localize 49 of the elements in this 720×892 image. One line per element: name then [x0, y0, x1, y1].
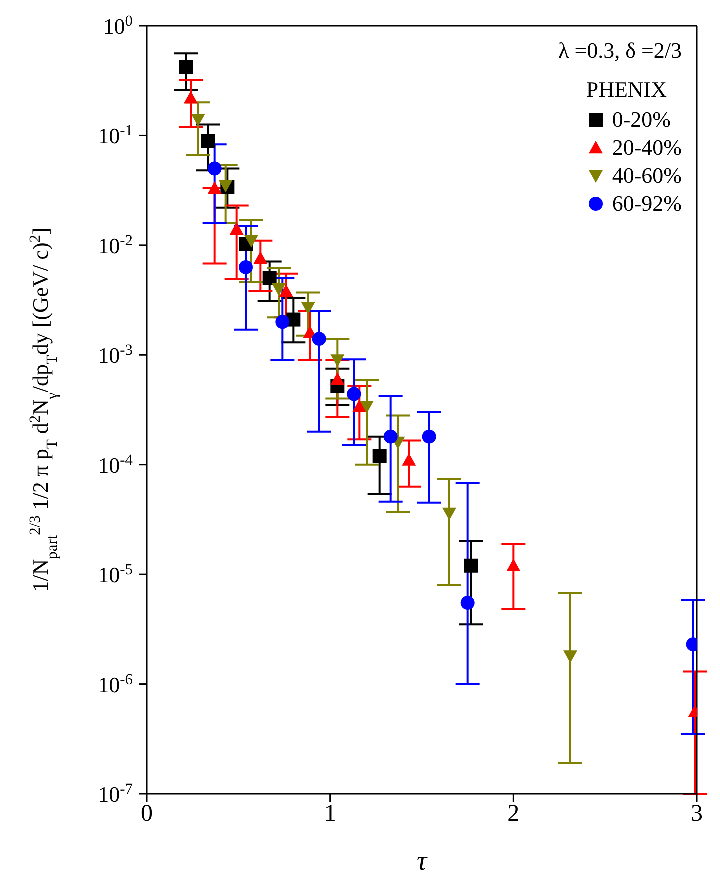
point	[239, 260, 253, 274]
x-tick-label: 1	[324, 801, 336, 828]
point	[244, 235, 258, 248]
point	[384, 430, 398, 444]
point	[564, 650, 578, 664]
point	[272, 283, 286, 296]
y-tick-label: 10$^{-3}$	[98, 342, 134, 368]
legend-label: 0-20%	[612, 106, 671, 134]
x-tick-label: 2	[508, 801, 520, 828]
legend-label: 20-40%	[612, 134, 682, 162]
point	[464, 558, 478, 573]
point	[279, 284, 294, 298]
point	[352, 400, 367, 412]
point	[442, 508, 456, 521]
x-tick-label: 3	[691, 801, 703, 828]
point	[402, 453, 416, 466]
y-tick-label: 10$^{-5}$	[98, 561, 134, 588]
y-tick-label: 10$^{0}$	[103, 12, 134, 39]
point	[422, 430, 436, 444]
point	[184, 91, 198, 104]
y-tick-label: 10$^{-7}$	[98, 780, 134, 807]
point	[312, 332, 326, 346]
point	[262, 271, 277, 286]
point	[347, 387, 362, 402]
point	[201, 134, 216, 148]
point	[460, 596, 475, 610]
point	[208, 162, 222, 176]
legend-label: 40-60%	[612, 162, 682, 190]
legend-title: PHENIX	[586, 77, 668, 102]
y-tick-label: 10$^{-4}$	[98, 451, 134, 478]
point	[360, 400, 374, 414]
point	[330, 354, 345, 368]
point	[254, 252, 268, 264]
point	[179, 60, 194, 74]
y-tick-label: 10$^{-1}$	[98, 122, 133, 149]
point	[301, 302, 316, 315]
y-tick-label: 10$^{-2}$	[98, 232, 133, 258]
x-tick-label: 0	[141, 801, 153, 828]
point	[191, 114, 206, 127]
legend-label: 60-92%	[612, 190, 682, 218]
point	[230, 222, 244, 235]
y-tick-label: 10$^{-6}$	[98, 670, 134, 698]
point	[276, 315, 290, 330]
point	[330, 372, 345, 386]
annotation: λ =0.3, δ =2/3	[558, 38, 682, 63]
x-axis-title: τ	[416, 846, 428, 877]
point	[208, 182, 222, 194]
point	[372, 449, 387, 464]
point	[506, 558, 521, 572]
